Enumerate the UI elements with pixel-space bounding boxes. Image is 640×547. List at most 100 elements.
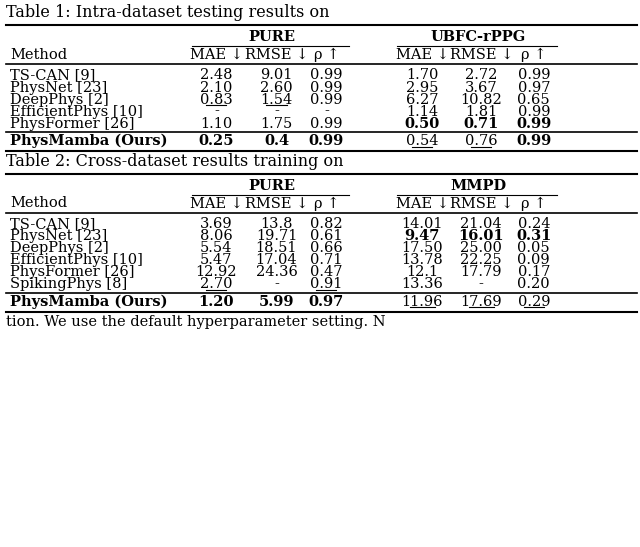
Text: 0.99: 0.99 — [310, 117, 342, 131]
Text: 0.66: 0.66 — [310, 241, 343, 255]
Text: PURE: PURE — [248, 179, 295, 193]
Text: EfficientPhys [10]: EfficientPhys [10] — [10, 253, 143, 267]
Text: 8.06: 8.06 — [200, 229, 233, 243]
Text: 0.65: 0.65 — [518, 92, 550, 107]
Text: Method: Method — [10, 48, 67, 62]
Text: 9.47: 9.47 — [404, 229, 440, 243]
Text: 0.97: 0.97 — [518, 80, 550, 95]
Text: 2.10: 2.10 — [200, 80, 232, 95]
Text: 0.71: 0.71 — [463, 117, 499, 131]
Text: 9.01: 9.01 — [260, 68, 292, 83]
Text: 25.00: 25.00 — [460, 241, 502, 255]
Text: 0.17: 0.17 — [518, 265, 550, 280]
Text: 0.99: 0.99 — [310, 68, 342, 83]
Text: 0.47: 0.47 — [310, 265, 342, 280]
Text: 24.36: 24.36 — [255, 265, 298, 280]
Text: EfficientPhys [10]: EfficientPhys [10] — [10, 104, 143, 119]
Text: 2.60: 2.60 — [260, 80, 292, 95]
Text: 0.97: 0.97 — [308, 295, 344, 309]
Text: Table 1: Intra-dataset testing results on: Table 1: Intra-dataset testing results o… — [6, 3, 335, 21]
Text: 11.96: 11.96 — [402, 295, 443, 309]
Text: 13.36: 13.36 — [401, 277, 444, 292]
Text: 18.51: 18.51 — [256, 241, 297, 255]
Text: 5.99: 5.99 — [259, 295, 294, 309]
Text: PhysMamba (Ours): PhysMamba (Ours) — [10, 295, 168, 309]
Text: 19.71: 19.71 — [256, 229, 297, 243]
Text: 16.01: 16.01 — [458, 229, 504, 243]
Text: 5.54: 5.54 — [200, 241, 232, 255]
Text: -: - — [214, 104, 219, 119]
Text: 3.67: 3.67 — [465, 80, 497, 95]
Text: 0.50: 0.50 — [404, 117, 440, 131]
Text: 1.54: 1.54 — [260, 92, 292, 107]
Text: 21.04: 21.04 — [460, 217, 502, 231]
Text: -: - — [274, 104, 279, 119]
Text: UBFC-rPPG: UBFC-rPPG — [431, 30, 525, 44]
Text: 0.99: 0.99 — [518, 68, 550, 83]
Text: 0.99: 0.99 — [518, 104, 550, 119]
Text: 2.48: 2.48 — [200, 68, 232, 83]
Text: Method: Method — [10, 196, 67, 211]
Text: 1.81: 1.81 — [465, 104, 497, 119]
Text: -: - — [479, 277, 484, 292]
Text: MMPD: MMPD — [450, 179, 506, 193]
Text: TS-CAN [9]: TS-CAN [9] — [10, 68, 95, 83]
Text: 1.70: 1.70 — [406, 68, 438, 83]
Text: 0.91: 0.91 — [310, 277, 342, 292]
Text: 13.78: 13.78 — [401, 253, 444, 267]
Text: RMSE ↓: RMSE ↓ — [449, 48, 513, 62]
Text: 0.99: 0.99 — [516, 117, 552, 131]
Text: 17.79: 17.79 — [461, 265, 502, 280]
Text: -: - — [274, 277, 279, 292]
Text: 1.20: 1.20 — [198, 295, 234, 309]
Text: 2.72: 2.72 — [465, 68, 497, 83]
Text: PhysNet [23]: PhysNet [23] — [10, 80, 108, 95]
Text: 0.82: 0.82 — [310, 217, 342, 231]
Text: ρ ↑: ρ ↑ — [314, 196, 339, 211]
Text: 0.99: 0.99 — [310, 80, 342, 95]
Text: 0.05: 0.05 — [518, 241, 550, 255]
Text: PURE: PURE — [248, 30, 295, 44]
Text: 0.20: 0.20 — [518, 277, 550, 292]
Text: 2.70: 2.70 — [200, 277, 232, 292]
Text: PhysFormer [26]: PhysFormer [26] — [10, 265, 135, 280]
Text: 17.50: 17.50 — [401, 241, 444, 255]
Text: PhysFormer [26]: PhysFormer [26] — [10, 117, 135, 131]
Text: 0.76: 0.76 — [465, 134, 497, 148]
Text: RMSE ↓: RMSE ↓ — [244, 196, 308, 211]
Text: -: - — [324, 104, 329, 119]
Text: 0.31: 0.31 — [516, 229, 552, 243]
Text: 0.4: 0.4 — [264, 134, 289, 148]
Text: 13.8: 13.8 — [260, 217, 292, 231]
Text: 0.83: 0.83 — [200, 92, 233, 107]
Text: 2.95: 2.95 — [406, 80, 438, 95]
Text: MAE ↓: MAE ↓ — [396, 48, 449, 62]
Text: 6.27: 6.27 — [406, 92, 438, 107]
Text: Table 2: Cross-dataset results training on: Table 2: Cross-dataset results training … — [6, 153, 349, 171]
Text: 12.92: 12.92 — [196, 265, 237, 280]
Text: 0.24: 0.24 — [518, 217, 550, 231]
Text: DeepPhys [2]: DeepPhys [2] — [10, 241, 109, 255]
Text: TS-CAN [9]: TS-CAN [9] — [10, 217, 95, 231]
Text: 14.01: 14.01 — [402, 217, 443, 231]
Text: 17.69: 17.69 — [460, 295, 502, 309]
Text: 0.99: 0.99 — [310, 92, 342, 107]
Text: 1.10: 1.10 — [200, 117, 232, 131]
Text: DeepPhys [2]: DeepPhys [2] — [10, 92, 109, 107]
Text: 5.47: 5.47 — [200, 253, 232, 267]
Text: PhysNet [23]: PhysNet [23] — [10, 229, 108, 243]
Text: 0.09: 0.09 — [518, 253, 550, 267]
Text: 0.54: 0.54 — [406, 134, 438, 148]
Text: 1.14: 1.14 — [406, 104, 438, 119]
Text: 22.25: 22.25 — [460, 253, 502, 267]
Text: ρ ↑: ρ ↑ — [521, 196, 547, 211]
Text: 10.82: 10.82 — [460, 92, 502, 107]
Text: PhysMamba (Ours): PhysMamba (Ours) — [10, 134, 168, 148]
Text: RMSE ↓: RMSE ↓ — [244, 48, 308, 62]
Text: MAE ↓: MAE ↓ — [190, 48, 243, 62]
Text: MAE ↓: MAE ↓ — [396, 196, 449, 211]
Text: 0.71: 0.71 — [310, 253, 342, 267]
Text: 3.69: 3.69 — [200, 217, 232, 231]
Text: 17.04: 17.04 — [255, 253, 298, 267]
Text: SpikingPhys [8]: SpikingPhys [8] — [10, 277, 127, 292]
